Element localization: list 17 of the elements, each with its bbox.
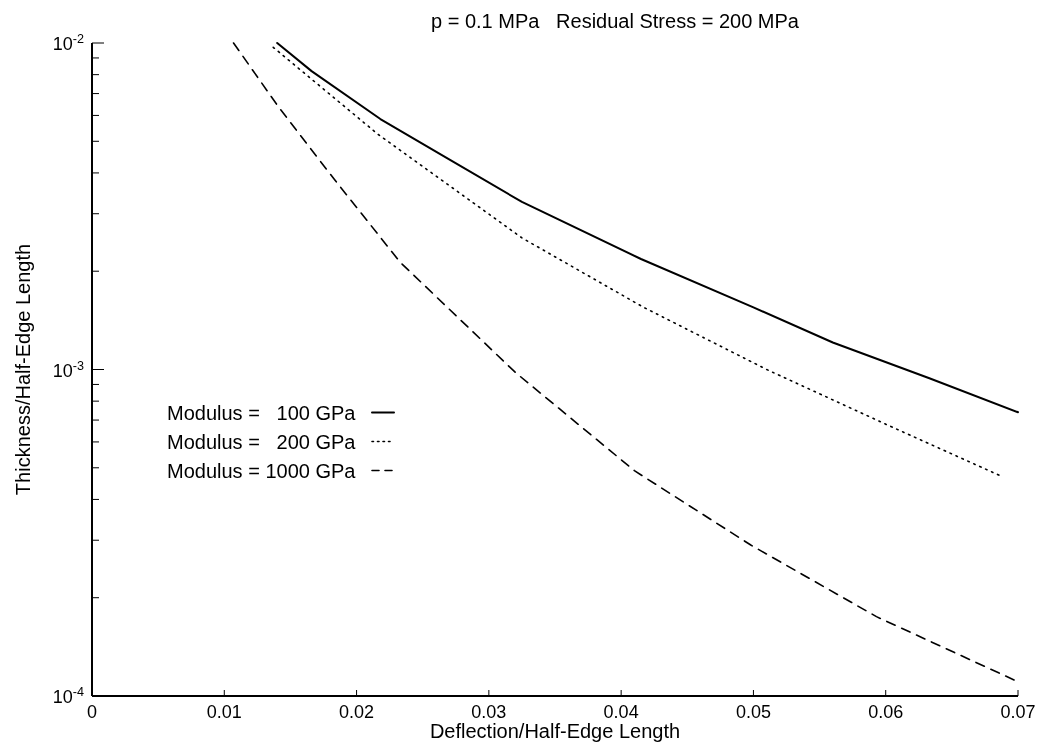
x-tick-label: 0.05 (735, 702, 771, 722)
x-tick-label: 0.04 (603, 702, 639, 722)
y-tick-label: 10$^{-3}$ (52, 358, 84, 381)
x-tick-label: 0.01 (206, 702, 242, 722)
y-tick-label: 10$^{-4}$ (52, 685, 84, 707)
x-axis-title: Deflection/Half-Edge Length (429, 720, 681, 742)
legend-label: Modulus = 100 GPa (167, 401, 357, 424)
x-tick-label: 0.02 (339, 702, 375, 722)
y-tick-label: 10$^{-2}$ (52, 32, 84, 54)
legend-label: Modulus = 200 GPa (167, 430, 357, 453)
x-tick-label: 0 (86, 702, 98, 722)
x-tick-label: 0.07 (1000, 702, 1036, 722)
legend-label: Modulus = 1000 GPa (167, 459, 357, 482)
chart-title: p = 0.1 MPa Residual Stress = 200 MPa (431, 10, 800, 32)
x-tick-label: 0.03 (471, 702, 507, 722)
x-tick-label: 0.06 (868, 702, 904, 722)
y-axis-title: Thickness/Half-Edge Length (12, 243, 34, 496)
